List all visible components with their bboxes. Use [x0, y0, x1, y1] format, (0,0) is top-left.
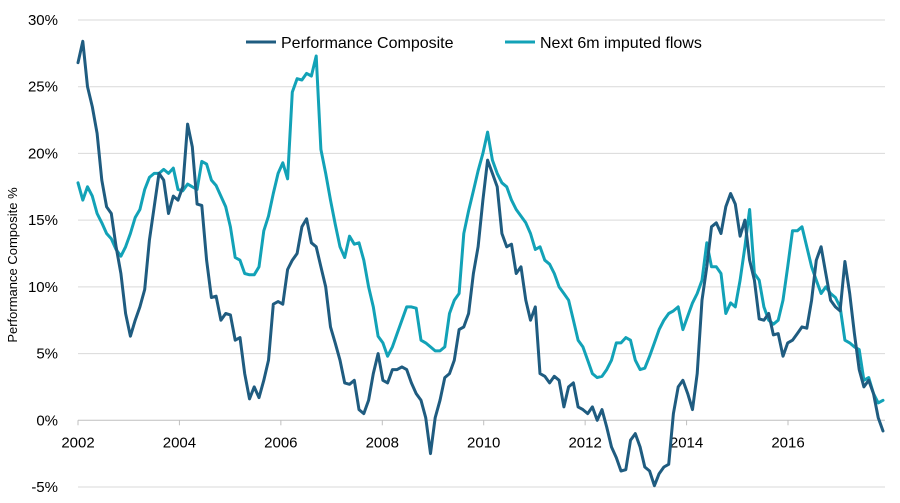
x-tick-label: 2014 [670, 434, 703, 451]
y-tick-label: 5% [36, 346, 58, 363]
x-tick-label: 2006 [264, 434, 297, 451]
x-tick-label: 2008 [366, 434, 399, 451]
x-tick-label: 2002 [61, 434, 94, 451]
series-lines [76, 39, 885, 488]
x-tick-label: 2010 [467, 434, 500, 451]
y-tick-label: 0% [36, 412, 58, 429]
y-axis-ticks: -5% 0% 5% 10% 15% 20% 25% 30% [28, 12, 58, 496]
y-tick-label: 25% [28, 79, 58, 96]
series-line-1 [76, 54, 885, 405]
x-tick-label: 2016 [771, 434, 804, 451]
y-tick-label: 30% [28, 12, 58, 29]
legend-label-0: Performance Composite [281, 35, 454, 52]
y-tick-label: 15% [28, 212, 58, 229]
y-tick-label: 20% [28, 145, 58, 162]
y-tick-label: 10% [28, 279, 58, 296]
legend: Performance Composite Next 6m imputed flo… [246, 35, 702, 52]
x-axis-ticks: 2002 2004 2006 2008 2010 2012 2014 2016 [61, 420, 805, 451]
y-tick-label: -5% [31, 479, 58, 496]
series-line-0 [76, 39, 885, 488]
legend-label-1: Next 6m imputed flows [540, 35, 702, 52]
y-axis-title: Performance Composite % [5, 187, 20, 343]
x-tick-label: 2004 [163, 434, 196, 451]
x-tick-label: 2012 [568, 434, 601, 451]
grid-lines [78, 19, 885, 488]
